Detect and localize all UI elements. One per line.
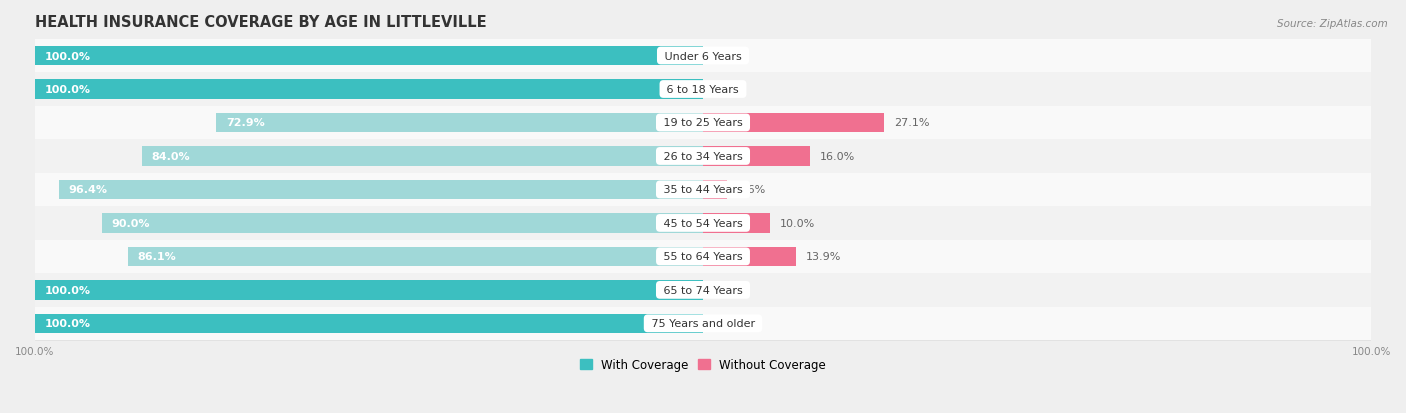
Text: 96.4%: 96.4% [69,185,108,195]
Text: 26 to 34 Years: 26 to 34 Years [659,152,747,161]
Bar [35,173,1371,206]
Bar [35,240,1371,273]
Text: 0.0%: 0.0% [713,318,741,329]
Text: 0.0%: 0.0% [713,285,741,295]
Text: 100.0%: 100.0% [45,318,91,329]
Bar [703,214,770,233]
Bar [35,107,1371,140]
Text: 35 to 44 Years: 35 to 44 Years [659,185,747,195]
Text: 72.9%: 72.9% [226,118,264,128]
Text: 45 to 54 Years: 45 to 54 Years [659,218,747,228]
Text: 0.0%: 0.0% [713,85,741,95]
Text: 100.0%: 100.0% [45,51,91,62]
Bar [35,73,1371,107]
Bar [59,180,703,199]
Text: Under 6 Years: Under 6 Years [661,51,745,62]
Bar [35,314,703,333]
Bar [35,280,703,300]
Bar [128,247,703,266]
Text: 86.1%: 86.1% [138,252,176,262]
Text: 13.9%: 13.9% [806,252,841,262]
Text: 0.0%: 0.0% [713,51,741,62]
Text: 6 to 18 Years: 6 to 18 Years [664,85,742,95]
Bar [35,40,1371,73]
Text: 100.0%: 100.0% [45,85,91,95]
Text: 16.0%: 16.0% [820,152,855,161]
Text: 10.0%: 10.0% [780,218,815,228]
Text: 27.1%: 27.1% [894,118,929,128]
Text: HEALTH INSURANCE COVERAGE BY AGE IN LITTLEVILLE: HEALTH INSURANCE COVERAGE BY AGE IN LITT… [35,15,486,30]
Text: 100.0%: 100.0% [45,285,91,295]
Text: 84.0%: 84.0% [152,152,190,161]
Bar [35,273,1371,307]
Text: 19 to 25 Years: 19 to 25 Years [659,118,747,128]
Text: 3.6%: 3.6% [737,185,765,195]
Text: 90.0%: 90.0% [111,218,150,228]
Text: Source: ZipAtlas.com: Source: ZipAtlas.com [1277,19,1388,28]
Legend: With Coverage, Without Coverage: With Coverage, Without Coverage [575,353,831,375]
Bar [703,247,796,266]
Text: 65 to 74 Years: 65 to 74 Years [659,285,747,295]
Bar [142,147,703,166]
Bar [35,307,1371,340]
Bar [215,114,703,133]
Bar [35,80,703,100]
Text: 55 to 64 Years: 55 to 64 Years [659,252,747,262]
Bar [35,140,1371,173]
Bar [35,206,1371,240]
Bar [703,180,727,199]
Bar [703,147,810,166]
Text: 75 Years and older: 75 Years and older [648,318,758,329]
Bar [703,114,884,133]
Bar [101,214,703,233]
Bar [35,47,703,66]
